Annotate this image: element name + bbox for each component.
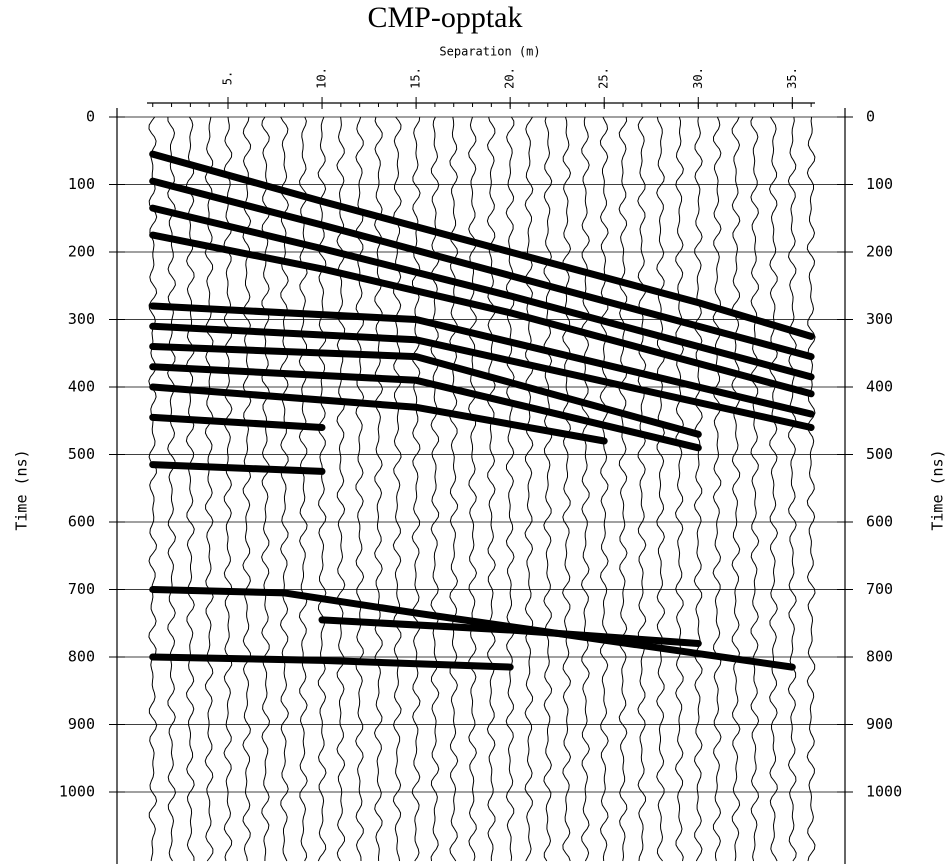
event [149, 586, 796, 671]
trace [261, 116, 271, 862]
trace [693, 116, 703, 862]
trace [806, 116, 816, 862]
trace [317, 116, 327, 862]
x-tick-label: 30. [691, 67, 705, 89]
trace [449, 116, 459, 862]
y-tick-label: 100 [68, 175, 95, 193]
trace [430, 116, 440, 862]
trace [787, 116, 797, 862]
trace [543, 116, 553, 862]
trace [618, 116, 628, 862]
y-tick-label-right: 500 [866, 445, 893, 463]
chart-title: CMP-opptak [367, 1, 522, 34]
trace [279, 116, 289, 862]
x-tick-label: 35. [785, 67, 799, 89]
trace [468, 116, 478, 862]
event [149, 383, 608, 445]
y-tick-label: 900 [68, 715, 95, 733]
y-tick-label: 300 [68, 310, 95, 328]
y-tick-label: 1000 [59, 783, 95, 801]
y-tick-label-right: 200 [866, 243, 893, 261]
y-tick-label: 200 [68, 243, 95, 261]
x-axis-label: Separation (m) [439, 45, 540, 59]
trace [336, 116, 346, 862]
trace [599, 116, 609, 862]
y-tick-label: 400 [68, 378, 95, 396]
trace [373, 116, 384, 862]
event [318, 616, 702, 647]
trace [731, 116, 741, 862]
event [149, 177, 815, 361]
y-tick-label: 700 [68, 580, 95, 598]
x-tick-label: 25. [597, 67, 611, 89]
y-tick-label-right: 100 [866, 175, 893, 193]
trace [298, 116, 308, 862]
y-tick-label-right: 400 [866, 378, 893, 396]
event [149, 653, 514, 671]
y-tick-label-right: 800 [866, 648, 893, 666]
trace [674, 116, 684, 862]
trace [524, 116, 534, 862]
trace [355, 116, 365, 862]
y-tick-label: 600 [68, 513, 95, 531]
trace [411, 116, 421, 862]
trace [185, 116, 195, 862]
y-tick-label-right: 700 [866, 580, 893, 598]
x-tick-label: 5. [220, 71, 234, 85]
trace [242, 116, 252, 862]
y-tick-label: 0 [86, 108, 95, 126]
trace [656, 116, 666, 862]
trace [486, 116, 496, 862]
y-axis-label: Time (ns) [13, 449, 31, 530]
trace [637, 116, 647, 862]
y-tick-label-right: 300 [866, 310, 893, 328]
trace [148, 116, 158, 862]
trace [768, 116, 779, 862]
event [149, 231, 815, 398]
trace [223, 116, 233, 862]
trace [562, 116, 572, 862]
y-tick-label-right: 1000 [866, 783, 902, 801]
event [149, 363, 702, 452]
y-tick-label: 800 [68, 648, 95, 666]
event [149, 343, 702, 438]
x-tick-label: 20. [503, 67, 517, 89]
y-axis-label-right: Time (ns) [929, 449, 947, 530]
y-tick-label: 500 [68, 445, 95, 463]
trace [580, 116, 590, 862]
y-tick-label-right: 900 [866, 715, 893, 733]
event [149, 302, 815, 418]
trace [204, 116, 214, 862]
event [149, 204, 815, 381]
trace [712, 116, 722, 862]
x-tick-label: 15. [409, 67, 423, 89]
x-tick-label: 10. [315, 67, 329, 89]
event [149, 150, 815, 340]
event [149, 413, 326, 431]
event [149, 322, 815, 431]
trace [505, 116, 515, 862]
y-tick-label-right: 0 [866, 108, 875, 126]
trace [750, 116, 760, 862]
trace [167, 116, 177, 862]
y-tick-label-right: 600 [866, 513, 893, 531]
event [149, 461, 326, 475]
trace [392, 116, 402, 862]
